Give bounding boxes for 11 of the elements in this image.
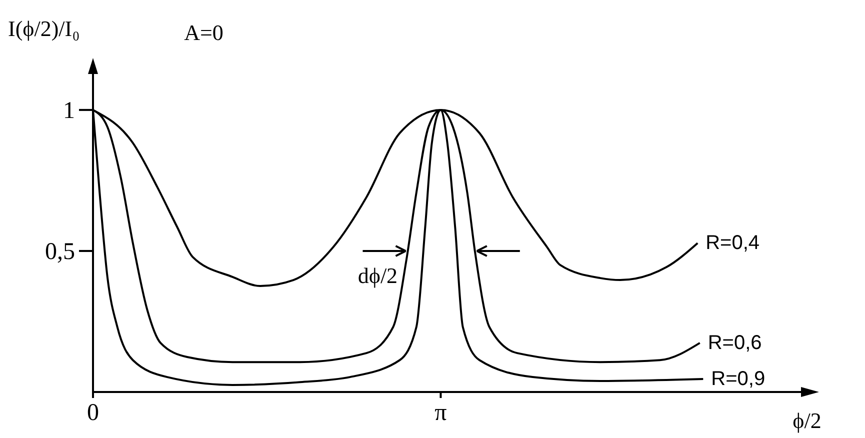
x-tick-label: 0	[87, 400, 99, 426]
y-axis-title: I(ϕ/2)/I₀	[8, 16, 80, 41]
y-tick-label: 1	[63, 98, 75, 124]
legend-label: R=0,9	[711, 368, 766, 390]
series-label: R=0,4	[706, 232, 760, 254]
annotation: dϕ/2	[358, 262, 398, 288]
series-label: R=0,6	[708, 332, 762, 354]
x-tick-label: π	[434, 400, 447, 426]
x-axis-title: ϕ/2	[792, 408, 822, 433]
y-tick-label: 0,5	[45, 238, 75, 265]
chart-title: A=0	[184, 20, 224, 45]
